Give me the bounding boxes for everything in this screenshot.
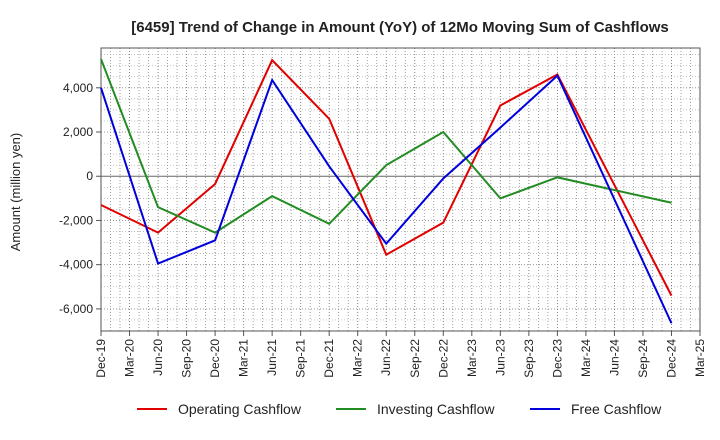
x-tick-label: Dec-22 xyxy=(436,339,450,378)
legend: Operating Cashflow Investing Cashflow Free… xyxy=(137,401,662,417)
x-tick-label: Sep-23 xyxy=(522,339,536,378)
y-tick-label: -6,000 xyxy=(59,302,93,316)
x-tick-label: Mar-25 xyxy=(693,339,707,377)
grid xyxy=(101,48,700,332)
series-line-operating-cashflow xyxy=(100,58,673,297)
series xyxy=(100,58,673,324)
series-line-investing-cashflow xyxy=(100,58,672,234)
x-tick-label: Mar-22 xyxy=(351,339,365,377)
x-tick-label: Jun-20 xyxy=(151,339,165,376)
x-tick-label: Sep-24 xyxy=(636,339,650,378)
x-tick-label: Jun-23 xyxy=(493,339,507,376)
x-tick-label: Mar-24 xyxy=(579,339,593,377)
x-tick-label: Mar-21 xyxy=(237,339,251,377)
y-tick-label: -2,000 xyxy=(59,213,93,227)
y-tick-label: 4,000 xyxy=(63,81,93,95)
chart-title: [6459] Trend of Change in Amount (YoY) o… xyxy=(131,19,669,36)
x-tick-label: Dec-24 xyxy=(664,339,678,378)
y-tick-label: 0 xyxy=(86,169,93,183)
x-tick-label: Jun-24 xyxy=(607,339,621,376)
axes: -6,000 -4,000 -2,000 0 2,000 4,000 Dec-19 Mar-2… xyxy=(59,47,707,378)
x-tick-label: Dec-20 xyxy=(208,339,222,378)
y-tick-label: -4,000 xyxy=(59,258,93,272)
series-line-free-cashflow xyxy=(100,73,673,324)
x-tick-label: Sep-21 xyxy=(294,339,308,378)
x-tick-label: Dec-19 xyxy=(94,339,108,378)
x-tick-label: Dec-23 xyxy=(550,339,564,378)
plot-frame xyxy=(100,47,701,332)
legend-label-free-cashflow: Free Cashflow xyxy=(571,401,662,417)
x-tick-label: Jun-21 xyxy=(265,339,279,376)
y-axis-label: Amount (million yen) xyxy=(8,133,23,252)
x-tick-label: Dec-21 xyxy=(322,339,336,378)
x-tick-label: Sep-20 xyxy=(180,339,194,378)
legend-label-operating-cashflow: Operating Cashflow xyxy=(178,401,302,417)
x-tick-label: Mar-20 xyxy=(123,339,137,377)
x-tick-label: Mar-23 xyxy=(465,339,479,377)
legend-label-investing-cashflow: Investing Cashflow xyxy=(377,401,495,417)
y-tick-label: 2,000 xyxy=(63,125,93,139)
x-tick-label: Sep-22 xyxy=(408,339,422,378)
x-tick-label: Jun-22 xyxy=(379,339,393,376)
